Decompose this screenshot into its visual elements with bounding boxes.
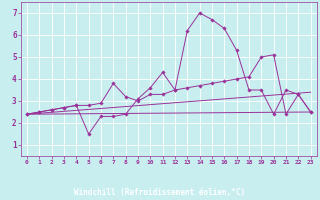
Text: Windchill (Refroidissement éolien,°C): Windchill (Refroidissement éolien,°C) (75, 188, 245, 198)
